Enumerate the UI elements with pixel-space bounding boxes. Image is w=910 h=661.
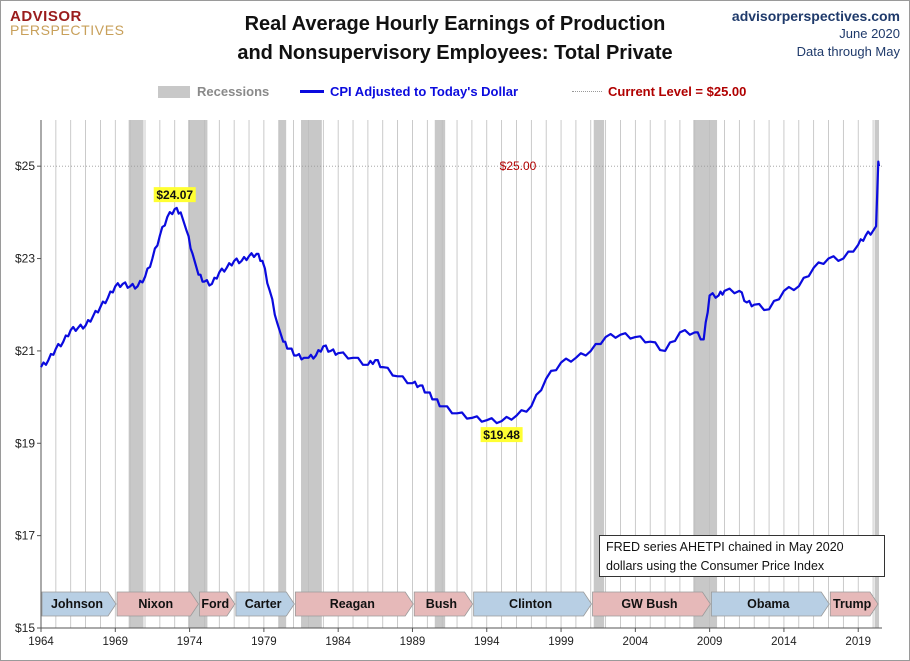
president-label-clinton: Clinton	[509, 597, 552, 611]
trough-annotation: $19.48	[483, 428, 520, 442]
x-tick-label-1964: 1964	[28, 636, 54, 648]
data-through: Data through May	[796, 44, 900, 59]
site-url: advisorperspectives.com	[731, 8, 900, 24]
peak-annotation-bg	[153, 187, 196, 203]
president-label-carter: Carter	[245, 597, 282, 611]
chart-legend: Recessions CPI Adjusted to Today's Dolla…	[0, 84, 910, 102]
recession-band-0	[128, 120, 144, 628]
x-tick-label-2004: 2004	[623, 636, 649, 648]
chart-title-line-2: and Nonsupervisory Employees: Total Priv…	[237, 42, 673, 64]
legend-series-label: CPI Adjusted to Today's Dollar	[330, 84, 518, 99]
source-note-line-2: dollars using the Consumer Price Index	[606, 559, 825, 573]
publish-date: June 2020	[839, 26, 900, 41]
advisor-perspectives-logo: ADVISOR PERSPECTIVES	[10, 8, 125, 38]
source-note: FRED series AHETPI chained in May 2020 d…	[599, 535, 885, 577]
logo-line-1: ADVISOR	[10, 8, 82, 25]
current-level-label: $25.00	[500, 159, 537, 173]
recession-band-3	[301, 120, 322, 628]
x-tick-label-2014: 2014	[771, 636, 797, 648]
y-tick-label-15: $15	[15, 621, 35, 635]
x-tick-label-1989: 1989	[400, 636, 426, 648]
x-tick-label-2019: 2019	[845, 636, 871, 648]
president-bar-gw-bush	[592, 591, 711, 617]
y-tick-label-25: $25	[15, 159, 35, 173]
president-label-gw-bush: GW Bush	[621, 597, 677, 611]
legend-current-swatch	[572, 91, 602, 92]
president-label-johnson: Johnson	[51, 597, 103, 611]
recession-band-6	[693, 120, 718, 628]
president-bar-obama	[710, 591, 830, 617]
president-label-bush: Bush	[426, 597, 457, 611]
president-label-reagan: Reagan	[330, 597, 375, 611]
series-line	[40, 160, 881, 425]
chart-title: Real Average Hourly Earnings of Producti…	[150, 10, 760, 68]
y-tick-label-19: $19	[15, 436, 35, 450]
president-label-obama: Obama	[747, 597, 790, 611]
president-bar-clinton	[473, 591, 592, 617]
president-bar-trump	[829, 591, 879, 617]
chart-title-line-1: Real Average Hourly Earnings of Producti…	[244, 13, 666, 35]
x-tick-label-1979: 1979	[251, 636, 277, 648]
president-bar-johnson	[41, 591, 117, 617]
president-bar-bush	[413, 591, 474, 617]
president-bar-carter	[235, 591, 295, 617]
y-tick-label-21: $21	[15, 344, 35, 358]
legend-recession-swatch	[158, 85, 190, 98]
x-tick-label-1994: 1994	[474, 636, 500, 648]
y-tick-label-17: $17	[15, 529, 35, 543]
x-tick-label-1974: 1974	[177, 636, 203, 648]
recession-band-5	[593, 120, 605, 628]
recession-band-4	[434, 120, 446, 628]
president-bar-ford	[199, 591, 236, 617]
source-note-line-1: FRED series AHETPI chained in May 2020	[606, 540, 844, 554]
president-label-trump: Trump	[833, 597, 872, 611]
peak-annotation: $24.07	[156, 188, 193, 202]
legend-current: Current Level = $25.00	[572, 84, 746, 99]
legend-recessions: Recessions	[158, 84, 269, 99]
president-label-nixon: Nixon	[138, 597, 173, 611]
recession-band-1	[188, 120, 208, 628]
legend-current-label: Current Level = $25.00	[608, 84, 747, 99]
legend-recessions-label: Recessions	[197, 84, 270, 99]
x-tick-label-1984: 1984	[325, 636, 351, 648]
x-tick-label-1999: 1999	[548, 636, 574, 648]
legend-series: CPI Adjusted to Today's Dollar	[300, 84, 518, 99]
president-bar-nixon	[116, 591, 199, 617]
president-bar-reagan	[294, 591, 414, 617]
recession-band-7	[874, 120, 880, 628]
trough-annotation-bg	[480, 427, 523, 443]
logo-line-2: PERSPECTIVES	[10, 22, 125, 38]
legend-series-swatch	[300, 90, 324, 93]
x-tick-label-1969: 1969	[102, 636, 128, 648]
source-info: advisorperspectives.com June 2020 Data t…	[732, 7, 900, 61]
president-label-ford: Ford	[201, 597, 229, 611]
x-tick-label-2009: 2009	[697, 636, 723, 648]
recession-band-2	[278, 120, 287, 628]
y-tick-label-23: $23	[15, 252, 35, 266]
